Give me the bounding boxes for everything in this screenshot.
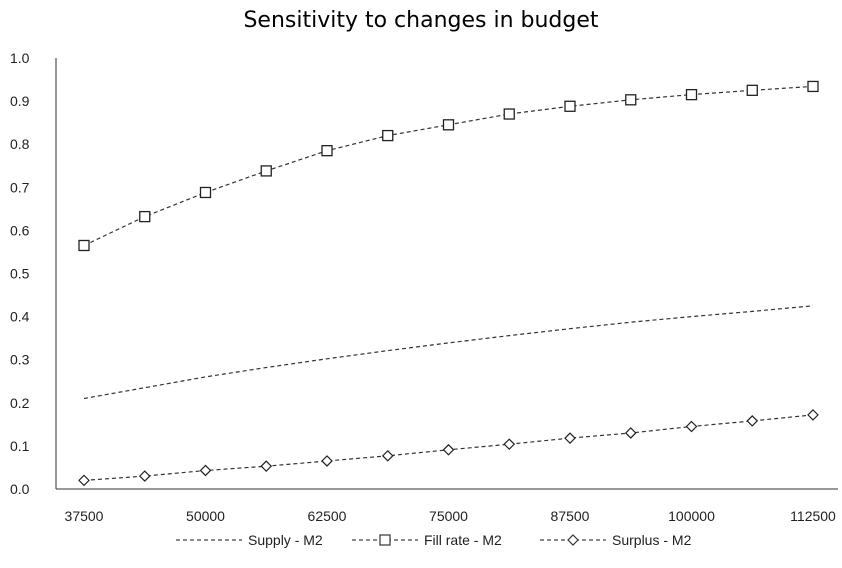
data-point-diamond bbox=[746, 415, 759, 427]
x-tick-label: 62500 bbox=[308, 508, 347, 524]
y-tick-label: 0.9 bbox=[10, 93, 30, 109]
data-point-diamond bbox=[503, 438, 516, 451]
data-point-square bbox=[746, 84, 758, 96]
legend-swatch-fill-rate bbox=[352, 534, 418, 546]
data-point-square bbox=[685, 88, 698, 101]
data-point-diamond bbox=[138, 470, 151, 482]
y-tick-label: 0.3 bbox=[10, 352, 30, 368]
x-tick-label: 50000 bbox=[186, 508, 225, 524]
data-point-square bbox=[199, 186, 212, 199]
data-point-diamond bbox=[564, 432, 576, 444]
y-tick-label: 0.6 bbox=[10, 222, 30, 238]
data-point-diamond bbox=[78, 474, 90, 487]
x-tick-label: 75000 bbox=[429, 508, 468, 524]
y-tick-label: 0.8 bbox=[10, 136, 30, 152]
data-point-square bbox=[321, 145, 333, 157]
x-tick-label: 100000 bbox=[668, 508, 715, 524]
legend: Supply - M2 Fill rate - M2 Surplus - M2 bbox=[0, 532, 842, 556]
data-point-square bbox=[260, 165, 272, 177]
plot-area: 0.0 0.1 0.2 0.3 0.4 0.5 0.6 0.7 0.8 0.9 1.0 37500 50… bbox=[10, 50, 838, 524]
x-tick-label: 37500 bbox=[65, 508, 104, 524]
y-tick-label: 0.7 bbox=[10, 179, 30, 195]
data-point-diamond bbox=[260, 460, 273, 473]
legend-label-fill-rate: Fill rate - M2 bbox=[424, 532, 502, 548]
legend-swatch-supply bbox=[176, 539, 242, 541]
data-point-square bbox=[78, 239, 90, 252]
y-tick-label: 0.1 bbox=[10, 438, 30, 454]
data-point-square bbox=[139, 210, 151, 223]
series-line-1 bbox=[83, 85, 814, 247]
data-point-diamond bbox=[199, 464, 212, 477]
legend-swatch-surplus bbox=[540, 534, 606, 546]
legend-item-fill-rate: Fill rate - M2 bbox=[352, 532, 502, 548]
chart-title: Sensitivity to changes in budget bbox=[243, 8, 599, 33]
y-tick-label: 0.0 bbox=[10, 481, 30, 497]
data-point-diamond bbox=[685, 420, 698, 433]
data-point-square bbox=[564, 100, 576, 112]
series-line-0 bbox=[83, 305, 814, 400]
x-tick-label: 112500 bbox=[790, 508, 836, 524]
legend-item-surplus: Surplus - M2 bbox=[540, 532, 691, 548]
y-tick-label: 0.4 bbox=[10, 309, 30, 325]
data-point-square bbox=[807, 80, 819, 93]
legend-item-supply: Supply - M2 bbox=[176, 532, 323, 548]
data-point-square bbox=[382, 129, 394, 142]
data-point-diamond bbox=[807, 409, 819, 421]
y-tick-label: 1.0 bbox=[10, 50, 30, 66]
y-tick-label: 0.2 bbox=[10, 395, 30, 411]
data-point-diamond bbox=[381, 449, 394, 462]
legend-label-surplus: Surplus - M2 bbox=[612, 532, 692, 548]
data-point-square bbox=[442, 119, 455, 131]
data-point-square bbox=[625, 94, 637, 106]
data-point-square bbox=[503, 108, 515, 120]
y-tick-label: 0.5 bbox=[10, 266, 30, 282]
legend-label-supply: Supply - M2 bbox=[248, 532, 323, 548]
data-point-diamond bbox=[321, 455, 333, 467]
data-point-diamond bbox=[624, 427, 637, 439]
data-point-diamond bbox=[442, 443, 455, 456]
x-tick-label: 87500 bbox=[551, 508, 590, 524]
